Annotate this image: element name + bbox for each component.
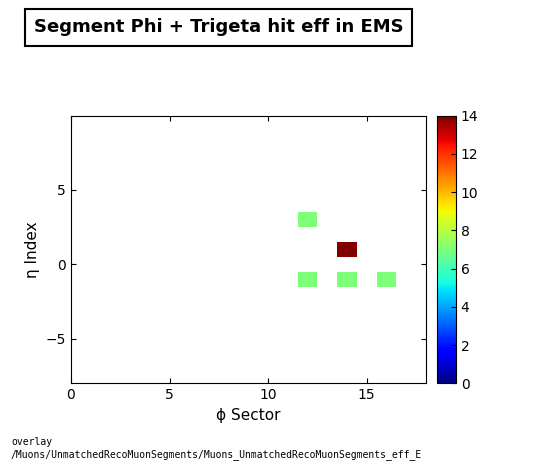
Bar xyxy=(298,272,317,287)
Bar xyxy=(337,242,357,257)
Bar xyxy=(377,272,396,287)
X-axis label: ϕ Sector: ϕ Sector xyxy=(216,408,281,423)
Y-axis label: η Index: η Index xyxy=(25,221,40,278)
Bar xyxy=(337,272,357,287)
Text: overlay
/Muons/UnmatchedRecoMuonSegments/Muons_UnmatchedRecoMuonSegments_eff_E: overlay /Muons/UnmatchedRecoMuonSegments… xyxy=(11,437,422,460)
Text: Segment Phi + Trigeta hit eff in EMS: Segment Phi + Trigeta hit eff in EMS xyxy=(34,18,403,36)
Bar xyxy=(298,212,317,227)
